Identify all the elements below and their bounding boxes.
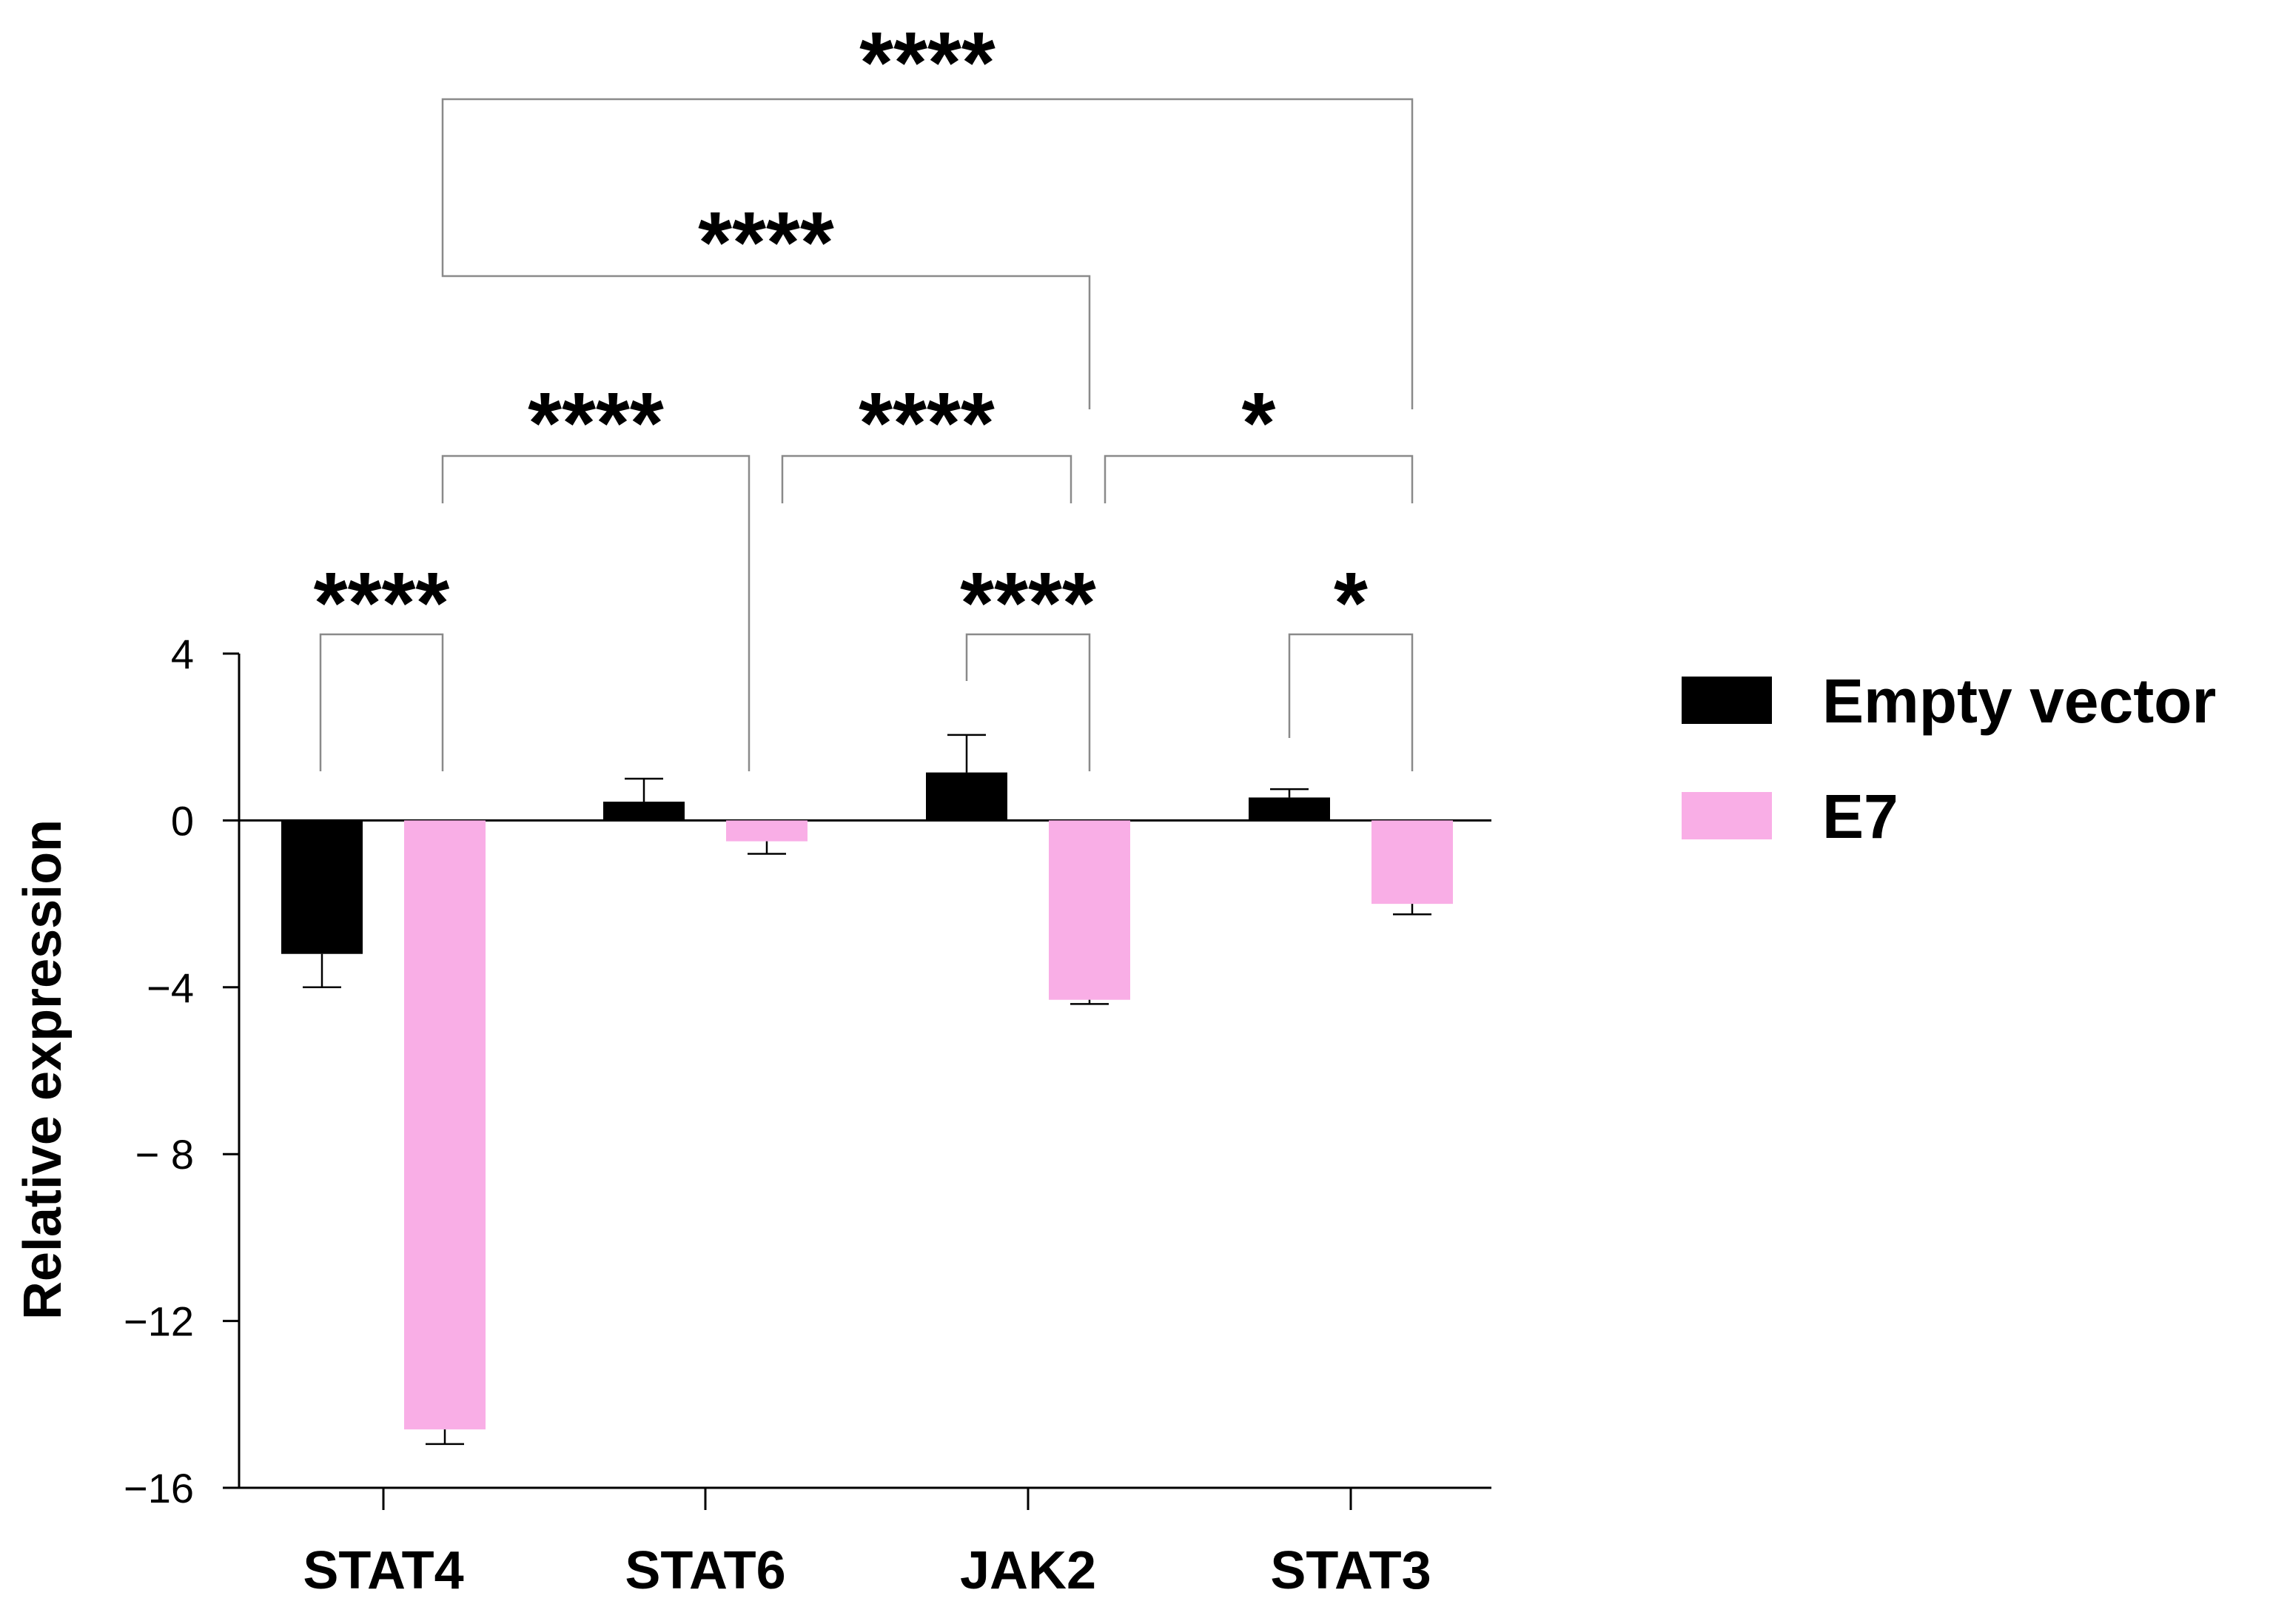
x-tick-label: JAK2 — [960, 1541, 1096, 1600]
y-tick-label: −16 — [124, 1465, 194, 1511]
legend-label: E7 — [1822, 782, 1898, 851]
bar-e7 — [726, 820, 808, 842]
significance-brackets: **** **** ***** **** ********* — [314, 14, 1414, 771]
error-bars — [303, 734, 1431, 1446]
x-tick-label: STAT6 — [625, 1541, 785, 1600]
legend-swatch — [1682, 677, 1772, 724]
bar-e7 — [1371, 820, 1453, 905]
significance-bracket — [441, 228, 1091, 409]
significance-bracket — [319, 633, 444, 771]
x-tick-label: STAT4 — [303, 1541, 463, 1600]
y-tick-label: 0 — [171, 797, 194, 844]
legend-label: Empty vector — [1822, 666, 2216, 736]
legend-swatch — [1682, 792, 1772, 839]
significance-label: **** — [859, 14, 996, 112]
significance-label: * — [1242, 375, 1276, 472]
y-tick-label: −12 — [124, 1298, 194, 1345]
significance-bracket — [441, 98, 1414, 409]
y-axis-title: Relative expression — [13, 819, 73, 1320]
significance-bracket — [1288, 633, 1414, 771]
significance-label: **** — [314, 554, 450, 652]
significance-label: **** — [960, 554, 1096, 652]
significance-bracket — [781, 454, 1072, 503]
y-tick-label: − 8 — [135, 1131, 194, 1178]
bar-e7 — [1049, 820, 1130, 1000]
significance-bracket — [441, 454, 751, 771]
significance-label: **** — [528, 375, 664, 472]
significance-bracket — [1104, 454, 1414, 503]
bars — [281, 772, 1453, 1430]
bar-empty-vector — [926, 772, 1007, 821]
axes: 4 0 −4 − 8 −12 −16 STAT4 STAT6 JAK2 STAT3 — [124, 631, 1491, 1600]
significance-label: * — [1334, 554, 1368, 652]
significance-bracket — [965, 633, 1091, 771]
significance-label: **** — [698, 194, 834, 292]
y-tick-label: 4 — [171, 631, 194, 677]
significance-label: **** — [859, 375, 995, 472]
y-tick-label: −4 — [147, 964, 194, 1011]
legend: Empty vector E7 — [1682, 666, 2216, 851]
bar-empty-vector — [1249, 797, 1330, 821]
bar-empty-vector — [603, 802, 685, 821]
bar-e7 — [404, 820, 486, 1430]
bar-empty-vector — [281, 820, 363, 954]
x-tick-label: STAT3 — [1270, 1541, 1431, 1600]
